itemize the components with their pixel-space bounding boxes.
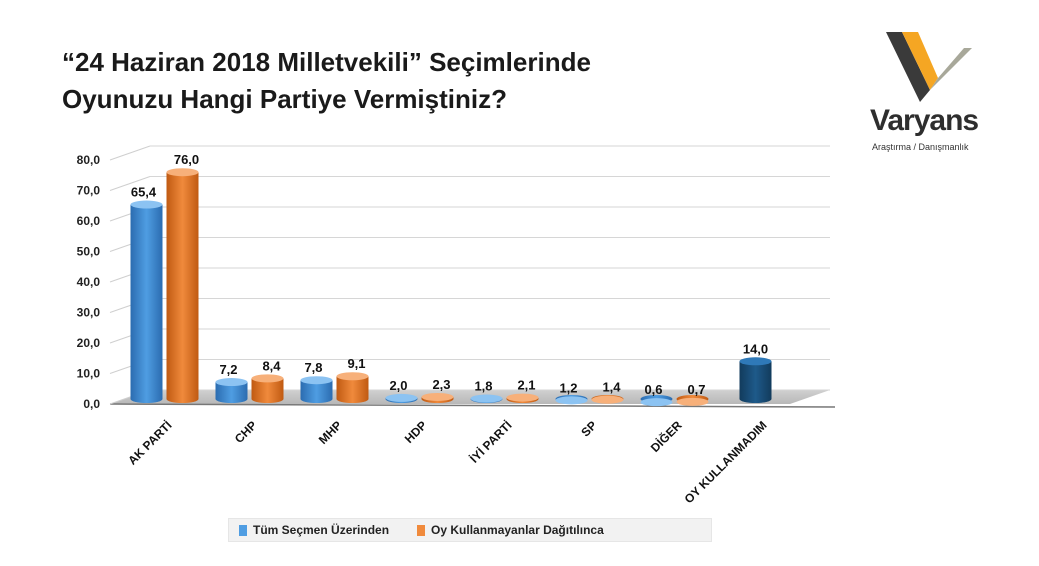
data-label-series-1: 2,0 bbox=[389, 378, 407, 393]
bar-series-1-base bbox=[300, 395, 333, 403]
data-label-series-2: 76,0 bbox=[174, 152, 199, 167]
bar-series-2-base bbox=[166, 395, 199, 403]
bar-series-2-base bbox=[336, 395, 369, 403]
data-label-series-1: 7,8 bbox=[304, 360, 322, 375]
data-label-series-1: 7,2 bbox=[219, 362, 237, 377]
bar-series-1-top bbox=[739, 357, 772, 366]
bar-series-2-top bbox=[166, 168, 199, 177]
data-label-series-1: 1,8 bbox=[474, 379, 492, 394]
data-label-series-1: 1,2 bbox=[559, 380, 577, 395]
data-label-series-2: 8,4 bbox=[262, 358, 281, 373]
data-label-series-2: 1,4 bbox=[602, 380, 621, 395]
y-tick-label: 30,0 bbox=[77, 306, 101, 320]
legend-swatch-series-2 bbox=[417, 524, 426, 536]
legend-label-series-2: Oy Kullanmayanlar Dağıtılınca bbox=[431, 523, 604, 537]
legend-item-series-2: Oy Kullanmayanlar Dağıtılınca bbox=[417, 523, 604, 537]
bar-series-2 bbox=[336, 376, 369, 399]
y-tick-label: 20,0 bbox=[77, 336, 101, 350]
bar-series-1-top bbox=[640, 398, 673, 407]
x-tick-label: DİĞER bbox=[647, 417, 685, 455]
chart-title-line-1: “24 Haziran 2018 Milletvekili” Seçimleri… bbox=[62, 47, 591, 77]
bar-series-2-top bbox=[336, 372, 369, 381]
bar-series-1-top bbox=[555, 396, 588, 405]
bar-series-1-top bbox=[385, 393, 418, 402]
x-tick-label: HDP bbox=[402, 418, 430, 446]
legend-swatch-series-1 bbox=[239, 524, 247, 536]
bar-series-2-top bbox=[591, 395, 624, 404]
bar-series-1-base bbox=[739, 395, 772, 403]
x-tick-label: SP bbox=[578, 418, 599, 439]
legend-label-series-1: Tüm Seçmen Üzerinden bbox=[253, 523, 390, 537]
x-tick-label: İYİ PARTİ bbox=[466, 418, 514, 466]
bar-series-2-base bbox=[251, 395, 284, 403]
data-label-series-1: 65,4 bbox=[131, 185, 157, 200]
data-label-series-2: 2,3 bbox=[432, 377, 450, 392]
x-axis-line bbox=[109, 403, 836, 408]
varyans-logo-icon bbox=[886, 32, 972, 102]
data-label-series-1: 14,0 bbox=[743, 341, 768, 356]
x-tick-label: CHP bbox=[232, 418, 260, 446]
bar-series-1 bbox=[300, 380, 333, 399]
bar-series-1-top bbox=[300, 376, 333, 385]
data-label-series-2: 2,1 bbox=[517, 378, 535, 393]
x-tick-label: OY KULLANMADIM bbox=[682, 418, 770, 506]
data-label-series-2: 0,7 bbox=[687, 382, 705, 397]
bar-series-2-top bbox=[421, 392, 454, 401]
bar-series-1-base bbox=[130, 395, 163, 403]
legend-item-series-1: Tüm Seçmen Üzerinden bbox=[239, 523, 389, 537]
bar-series-2-top bbox=[676, 397, 709, 406]
logo-wordmark: Varyans bbox=[870, 104, 979, 137]
bar-series-1-base bbox=[215, 395, 248, 403]
bar-series-2 bbox=[251, 378, 284, 399]
bar-series-2-top bbox=[506, 393, 539, 402]
data-label-series-1: 0,6 bbox=[644, 382, 662, 397]
x-tick-label: MHP bbox=[316, 418, 345, 447]
chart-title: “24 Haziran 2018 Milletvekili” Seçimleri… bbox=[62, 44, 591, 118]
y-tick-label: 10,0 bbox=[77, 367, 101, 381]
x-tick-label: AK PARTİ bbox=[125, 418, 175, 468]
y-tick-label: 70,0 bbox=[77, 184, 101, 198]
y-tick-label: 0,0 bbox=[83, 397, 100, 411]
bar-series-2-top bbox=[251, 374, 284, 383]
bar-series-1 bbox=[130, 204, 163, 399]
y-tick-label: 80,0 bbox=[77, 153, 101, 167]
y-tick-label: 40,0 bbox=[77, 275, 101, 289]
chart-legend: Tüm Seçmen Üzerinden Oy Kullanmayanlar D… bbox=[228, 518, 712, 542]
y-tick-label: 50,0 bbox=[77, 245, 101, 259]
bar-series-1-top bbox=[215, 378, 248, 387]
bar-series-1 bbox=[739, 361, 772, 399]
chart-title-line-2: Oyunuzu Hangi Partiye Vermiştiniz? bbox=[62, 84, 507, 114]
gridline-diagonal bbox=[109, 145, 151, 161]
data-label-series-2: 9,1 bbox=[347, 356, 365, 371]
logo-tagline: Araştırma / Danışmanlık bbox=[872, 142, 969, 152]
bar-series-1-top bbox=[130, 200, 163, 209]
gridline-diagonal bbox=[109, 176, 151, 191]
y-tick-label: 60,0 bbox=[77, 214, 101, 228]
bar-series-2 bbox=[166, 172, 199, 399]
bar-series-1-top bbox=[470, 394, 503, 403]
bar-series-1 bbox=[215, 382, 248, 399]
